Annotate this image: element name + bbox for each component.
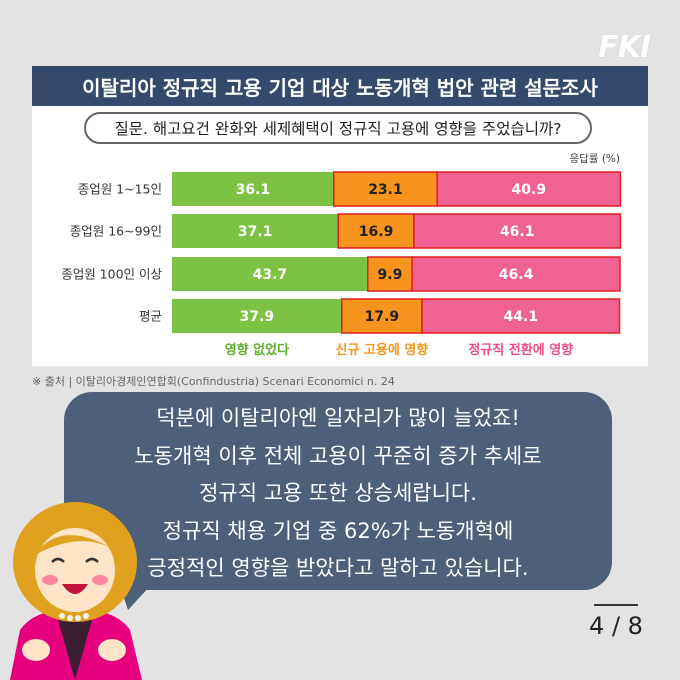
data-label: 37.9 [240, 309, 275, 325]
data-label: 23.1 [368, 182, 403, 198]
bar-segment [172, 214, 339, 248]
bubble-line: 정규직 채용 기업 중 62%가 노동개혁에 [162, 518, 514, 543]
data-label: 46.4 [499, 267, 534, 283]
category-label: 평균 [139, 309, 162, 324]
bar-segment [436, 171, 622, 207]
data-label: 40.9 [512, 182, 547, 198]
legend-entry: 신규 고용에 영향 [335, 342, 428, 358]
bar-segment [172, 172, 334, 206]
source-note: ※ 출처 | 이탈리아경제인연합회(Confindustria) Scenari… [32, 375, 395, 388]
bubble-line: 정규직 고용 또한 상승세랍니다. [199, 481, 477, 505]
speech-bubble [64, 392, 612, 590]
bubble-line: 덕분에 이탈리아엔 일자리가 많이 늘었죠! [156, 406, 520, 430]
data-label: 16.9 [359, 224, 394, 240]
character-illustration [10, 502, 142, 680]
fki-logo: FKI [598, 30, 651, 65]
bar-segment [421, 298, 621, 334]
stacked-bar-chart: 종업원 1~15인 36.1 23.1 40.9 종업원 16~99인 37.1 16.9 4… [61, 171, 622, 358]
bar-segment [172, 257, 368, 291]
legend-entry: 정규직 전환에 영향 [468, 342, 573, 358]
chart-title: 이탈리아 정규직 고용 기업 대상 노동개혁 법안 관련 설문조사 [32, 66, 648, 106]
category-label: 종업원 1~15인 [78, 182, 162, 197]
page-indicator: 4 / 8 [589, 612, 643, 640]
data-label: 43.7 [253, 267, 288, 283]
page-divider [594, 604, 638, 606]
bar-segment [413, 213, 622, 249]
bar-segment [341, 298, 423, 334]
category-label: 종업원 16~99인 [70, 224, 162, 239]
data-label: 44.1 [503, 309, 538, 325]
unit-label: 응답률 (%) [569, 153, 621, 165]
data-label: 9.9 [378, 267, 403, 283]
data-label: 36.1 [236, 182, 271, 198]
bar-segment [332, 171, 438, 207]
data-label: 46.1 [500, 224, 535, 240]
bubble-line: 노동개혁 이후 전체 고용이 꾸준히 증가 추세로 [134, 443, 542, 468]
survey-panel: 이탈리아 정규직 고용 기업 대상 노동개혁 법안 관련 설문조사 질문. 해고… [32, 66, 648, 366]
survey-question: 질문. 해고요건 완화와 세제혜택이 정규직 고용에 영향을 주었습니까? [84, 112, 592, 144]
speech-bubble-text: 덕분에 이탈리아엔 일자리가 많이 늘었죠! 노동개혁 이후 전체 고용이 꾸준… [64, 400, 612, 588]
data-label: 37.1 [238, 224, 273, 240]
bar-segment [172, 299, 342, 333]
legend-entry: 영향 없었다 [225, 342, 289, 358]
data-label: 17.9 [365, 309, 400, 325]
bar-segment [411, 256, 621, 292]
category-label: 종업원 100인 이상 [61, 267, 162, 282]
bubble-line: 긍정적인 영향을 받았다고 말하고 있습니다. [147, 556, 529, 580]
